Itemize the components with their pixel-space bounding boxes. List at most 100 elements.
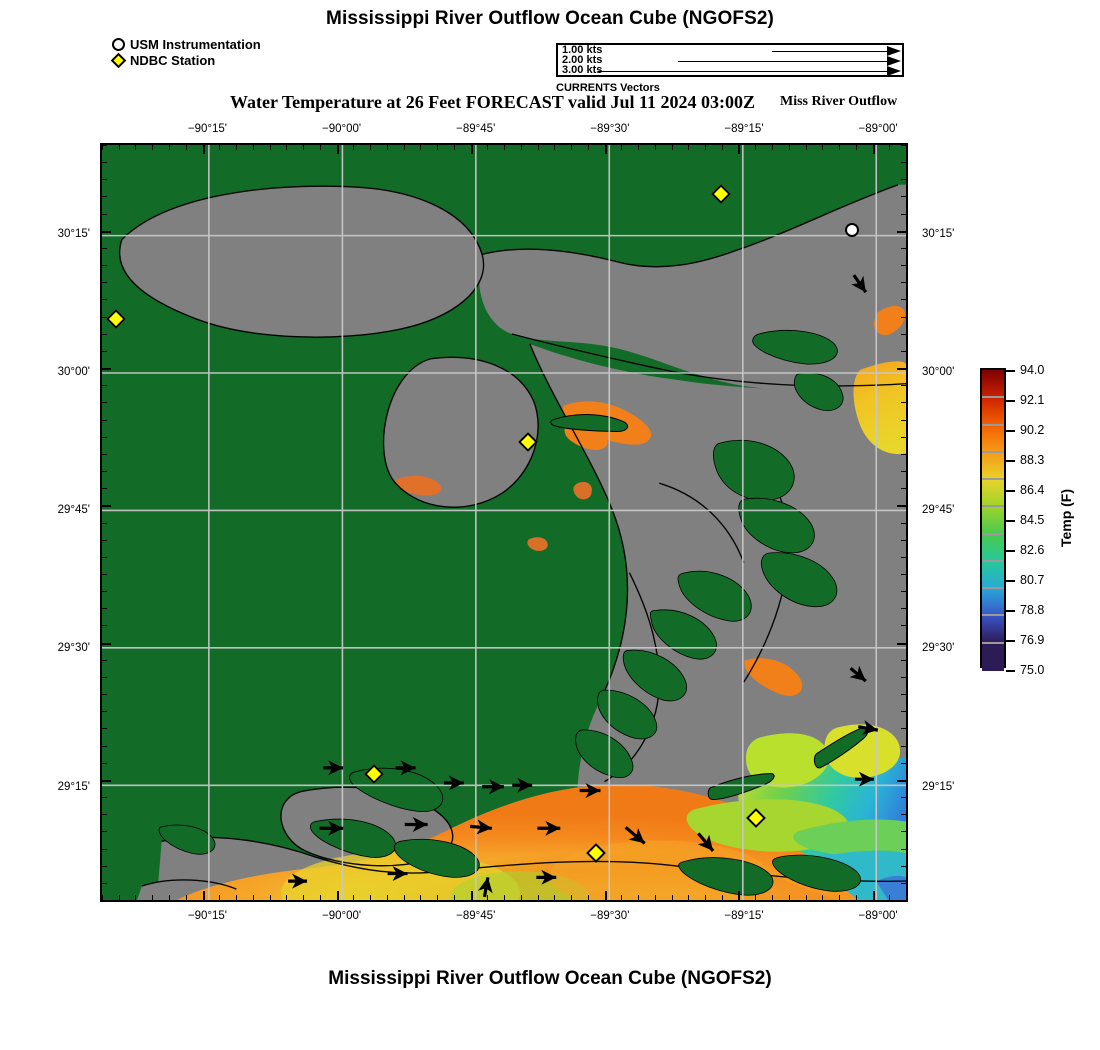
colorbar[interactable]: Temp (F) 94.0 92.1 90.2 88.3 86.4 84.5 82.6 80.…: [980, 363, 1090, 684]
axis-tick: [901, 522, 906, 524]
axis-tick: [901, 471, 906, 473]
axis-tick: [671, 895, 673, 900]
axis-tick: [102, 471, 107, 473]
axis-tick: [453, 145, 455, 150]
y-axis-tick-label: 29°30': [922, 642, 955, 655]
axis-tick: [705, 145, 706, 150]
axis-tick: [252, 145, 254, 150]
vector-scale-label-3: 3.00 kts: [562, 64, 603, 76]
axis-tick: [102, 900, 107, 901]
axis-tick: [102, 145, 103, 150]
axis-tick: [369, 895, 371, 900]
axis-tick: [688, 145, 690, 150]
colorbar-divider: [982, 641, 1004, 644]
axis-tick: [185, 895, 187, 900]
axis-tick: [897, 779, 906, 782]
axis-tick: [822, 145, 824, 150]
axis-tick: [855, 895, 857, 900]
axis-tick: [403, 145, 405, 150]
usm-instrumentation-marker[interactable]: [845, 222, 860, 237]
colorbar-tick: [1006, 550, 1015, 552]
outflow-label: Miss River Outflow: [780, 94, 898, 109]
axis-tick: [437, 895, 438, 900]
axis-tick: [102, 642, 111, 645]
axis-tick: [855, 145, 857, 150]
axis-tick: [755, 145, 757, 150]
axis-tick: [102, 179, 107, 181]
axis-tick: [269, 895, 271, 900]
axis-tick: [102, 488, 107, 490]
colorbar-tick-label: 94.0: [1020, 363, 1045, 377]
x-axis-tick-label: −89°30': [590, 123, 630, 135]
axis-tick: [118, 145, 120, 150]
colorbar-tick-label: 78.8: [1020, 603, 1045, 617]
colorbar-tick: [1006, 430, 1015, 432]
x-axis-tick-label: −89°45': [456, 123, 496, 135]
axis-tick: [336, 145, 339, 154]
axis-tick: [587, 895, 589, 900]
axis-tick: [901, 814, 906, 816]
axis-tick: [901, 694, 906, 696]
axis-tick: [901, 865, 906, 867]
axis-tick: [102, 573, 107, 575]
x-axis-tick-label: −89°00': [858, 910, 898, 922]
colorbar-segment: [982, 588, 1004, 617]
axis-tick: [671, 145, 673, 150]
axis-tick: [386, 145, 388, 150]
y-axis-tick-label: 30°00': [57, 366, 90, 379]
axis-tick: [901, 676, 906, 678]
legend-label-ndbc: NDBC Station: [130, 52, 216, 68]
axis-tick: [554, 895, 556, 900]
axis-tick: [897, 230, 906, 233]
axis-tick: [901, 728, 906, 730]
page-title: Mississippi River Outflow Ocean Cube (NG…: [326, 8, 774, 29]
x-axis-tick-label: −89°00': [858, 123, 898, 135]
subtitle-row: Water Temperature at 26 Feet FORECAST va…: [100, 92, 920, 114]
x-axis-tick-label: −90°00': [322, 910, 362, 922]
vector-scale-row: 3.00 kts: [558, 64, 902, 77]
colorbar-divider: [982, 396, 1004, 399]
vector-scale-row: 1.00 kts: [558, 44, 902, 57]
colorbar-divider: [982, 423, 1004, 426]
colorbar-tick: [1006, 490, 1015, 492]
colorbar-segment: [982, 370, 1004, 398]
axis-tick: [286, 145, 288, 150]
axis-tick: [839, 145, 840, 150]
axis-tick: [901, 247, 906, 249]
y-axis-tick-label: 30°15': [57, 228, 90, 241]
legend-label-usm: USM Instrumentation: [130, 36, 261, 52]
axis-tick: [654, 895, 656, 900]
colorbar-tick: [1006, 400, 1015, 402]
axis-tick: [437, 145, 438, 150]
axis-tick: [901, 213, 906, 215]
colorbar-tick: [1006, 640, 1015, 642]
vector-scale-row: 2.00 kts: [558, 54, 902, 67]
axis-tick: [901, 797, 906, 799]
axis-tick: [537, 145, 539, 150]
y-axis-tick-label: 29°45': [922, 504, 955, 517]
map-plot-area[interactable]: [100, 143, 908, 902]
colorbar-tick-label: 92.1: [1020, 393, 1045, 407]
axis-tick: [102, 162, 107, 164]
colorbar-divider: [982, 532, 1004, 535]
axis-tick: [901, 573, 906, 575]
y-axis-tick-label: 29°45': [57, 504, 90, 517]
colorbar-segment: [982, 533, 1004, 562]
axis-tick: [901, 162, 906, 164]
y-axis-tick-label: 29°30': [57, 642, 90, 655]
axis-tick: [901, 745, 906, 747]
plot-tick-marks: [102, 145, 906, 900]
axis-tick: [152, 895, 154, 900]
colorbar-segment: [982, 397, 1004, 426]
axis-tick: [901, 402, 906, 404]
arrow-icon: [887, 66, 901, 76]
axis-tick: [637, 145, 639, 150]
colorbar-tick-label: 86.4: [1020, 483, 1045, 497]
axis-tick: [353, 895, 355, 900]
axis-tick: [303, 895, 304, 900]
axis-tick: [102, 762, 107, 764]
axis-tick: [235, 145, 237, 150]
axis-tick: [901, 539, 906, 541]
axis-tick: [621, 895, 623, 900]
colorbar-divider: [982, 614, 1004, 617]
